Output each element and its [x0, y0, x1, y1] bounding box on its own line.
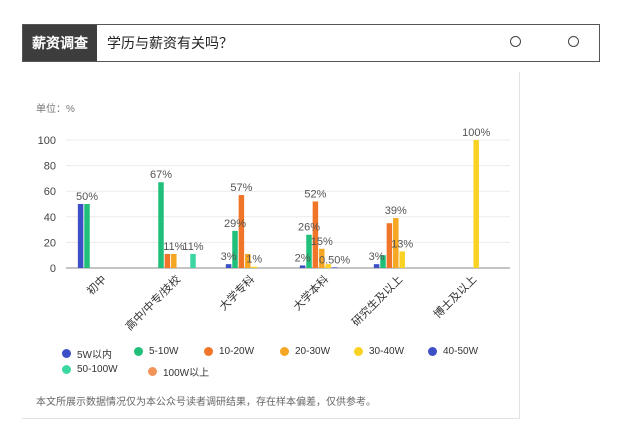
bar — [473, 140, 479, 268]
bar — [84, 204, 90, 268]
chart-panel — [22, 72, 520, 419]
x-tick-label: 大学本科 — [290, 272, 331, 313]
data-label: 67% — [150, 169, 172, 181]
data-label: 26% — [298, 222, 320, 234]
y-tick-label: 0 — [50, 263, 56, 275]
legend-label: 100W以上 — [163, 368, 210, 379]
data-label: 2% — [295, 252, 311, 264]
legend-label: 40-50W — [443, 346, 479, 357]
data-label: 3% — [369, 251, 385, 263]
data-label: 29% — [224, 218, 246, 230]
bar — [190, 253, 196, 268]
bar — [225, 264, 232, 268]
data-label: 3% — [221, 251, 237, 263]
legend-label: 50-100W — [77, 364, 118, 375]
bar — [171, 253, 177, 268]
legend-label: 5-10W — [149, 346, 179, 357]
legend-item[interactable]: 5-10W — [134, 346, 178, 357]
legend-dot-icon — [62, 365, 71, 374]
legend-item[interactable]: 20-30W — [280, 346, 330, 357]
bar — [77, 204, 84, 268]
y-tick-label: 80 — [44, 161, 56, 173]
legend-dot-icon — [204, 347, 213, 356]
bar — [399, 251, 405, 268]
legend-dot-icon — [134, 347, 143, 356]
legend-label: 30-40W — [369, 346, 405, 357]
data-label: 50% — [76, 191, 98, 203]
circle-radio-1[interactable] — [510, 36, 521, 47]
bar — [306, 234, 312, 268]
legend-dot-icon — [428, 347, 437, 356]
legend-label: 20-30W — [295, 346, 331, 357]
y-tick-label: 20 — [44, 237, 56, 249]
y-tick-label: 100 — [38, 135, 56, 147]
data-label: 39% — [385, 205, 407, 217]
header-title: 学历与薪资有关吗？ — [107, 35, 233, 51]
bar — [386, 223, 393, 268]
footnote: 本文所展示数据情况仅为本公众号读者调研结果，存在样本偏差，仅供参考。 — [36, 397, 376, 408]
data-label: 52% — [304, 188, 326, 200]
legend-item[interactable]: 40-50W — [428, 346, 478, 357]
legend-item[interactable]: 50-100W — [62, 364, 118, 375]
header-bar: 薪资调查 学历与薪资有关吗？ — [22, 24, 600, 62]
bar — [319, 248, 325, 268]
legend-item[interactable]: 30-40W — [354, 346, 404, 357]
bar — [232, 230, 238, 268]
bar — [158, 182, 164, 268]
x-tick-label: 大学专科 — [216, 272, 257, 313]
legend-label: 10-20W — [219, 346, 255, 357]
x-tick-label: 高中/中专/技校 — [122, 272, 183, 333]
bar — [380, 255, 386, 268]
bar — [245, 253, 251, 268]
data-label: 11% — [163, 241, 184, 253]
data-label: 11% — [182, 241, 203, 253]
bar — [331, 267, 338, 268]
data-label: 0.50% — [319, 254, 350, 266]
data-label: 57% — [230, 182, 252, 194]
legend-dot-icon — [280, 347, 289, 356]
bar — [299, 265, 306, 268]
legend-dot-icon — [62, 349, 71, 358]
bar — [312, 201, 319, 268]
bar — [238, 195, 245, 268]
legend-label: 5W以内 — [77, 350, 112, 361]
legend-dot-icon — [148, 367, 157, 376]
y-tick-label: 60 — [44, 186, 56, 198]
data-label: 1% — [246, 254, 262, 266]
unit-label: 单位：% — [36, 104, 75, 115]
circle-radio-2[interactable] — [568, 36, 579, 47]
legend-item[interactable]: 100W以上 — [148, 364, 209, 379]
x-tick-label: 初中 — [84, 272, 109, 297]
bar — [164, 253, 171, 268]
data-label: 13% — [391, 238, 413, 250]
data-label: 15% — [311, 236, 333, 248]
header-tag: 薪资调查 — [23, 25, 97, 61]
legend-dot-icon — [354, 347, 363, 356]
legend-item[interactable]: 10-20W — [204, 346, 254, 357]
bar — [325, 264, 331, 268]
x-tick-label: 研究生及以上 — [349, 272, 406, 329]
bar — [393, 218, 399, 268]
data-label: 100% — [462, 127, 490, 139]
y-tick-label: 40 — [44, 212, 56, 224]
bar — [373, 264, 380, 268]
x-tick-label: 博士及以上 — [431, 273, 479, 321]
legend-item[interactable]: 5W以内 — [62, 346, 112, 361]
bar — [251, 266, 257, 268]
